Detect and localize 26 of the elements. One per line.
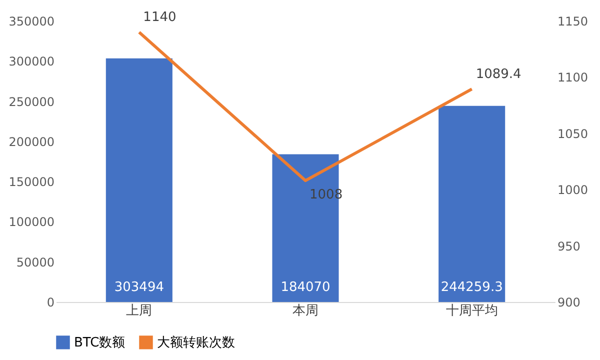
y-tick-label: 50000	[16, 255, 54, 270]
bar	[438, 106, 506, 302]
legend-label: 大额转账次数	[157, 335, 235, 350]
legend-label: BTC数额	[74, 335, 126, 350]
x-tick-label: 十周平均	[446, 304, 498, 318]
x-tick-label: 上周	[126, 304, 152, 318]
y2-tick-label: 1050	[558, 126, 588, 141]
y-tick-label: 300000	[8, 54, 54, 69]
x-tick-label: 本周	[292, 304, 318, 318]
y2-tick-label: 1000	[558, 183, 588, 198]
data-label: 303494	[114, 280, 164, 295]
y2-tick-label: 1150	[558, 14, 588, 28]
data-label: 1089.4	[476, 67, 522, 82]
data-label: 184070	[280, 280, 330, 295]
y-tick-label: 100000	[8, 215, 54, 230]
y2-tick-label: 1100	[558, 70, 588, 85]
y-tick-label: 150000	[8, 175, 54, 190]
y-tick-label: 200000	[8, 134, 54, 149]
y-tick-label: 0	[46, 296, 54, 310]
data-label: 244259.3	[440, 280, 503, 295]
y2-tick-label: 950	[558, 239, 580, 254]
data-label: 1140	[143, 10, 176, 26]
y-tick-label: 250000	[8, 94, 54, 109]
y2-tick-label: 900	[558, 296, 580, 310]
bar	[106, 58, 172, 302]
y-tick-label: 350000	[8, 14, 54, 28]
